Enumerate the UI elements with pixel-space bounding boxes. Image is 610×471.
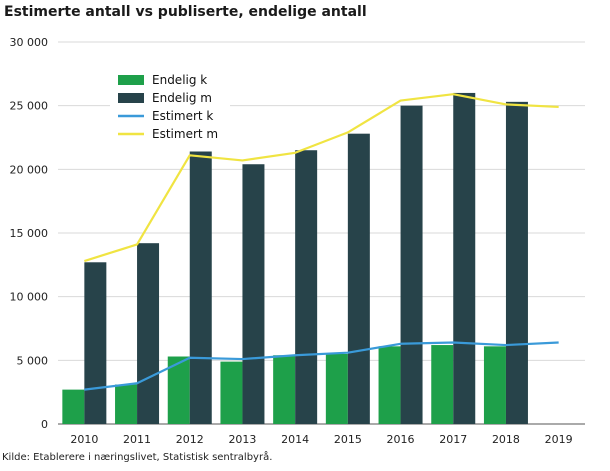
legend-label-endelig-m: Endelig m: [152, 91, 212, 105]
line-estimert-m: [84, 93, 559, 263]
legend: Endelig k Endelig m Estimert k Estimert m: [110, 70, 230, 141]
source-note: Kilde: Etablerere i næringslivet, Statis…: [2, 452, 273, 463]
x-tick-label: 2016: [387, 433, 415, 446]
bar-endelig-k: [483, 346, 506, 424]
y-tick-label: 0: [41, 418, 48, 431]
legend-label-endelig-k: Endelig k: [152, 73, 207, 87]
x-tick-label: 2018: [492, 433, 520, 446]
bar-endelig-m: [137, 243, 160, 424]
x-axis-ticks: 2010 2011 2012 2013 2014 2015 2016 2017 2018 2019: [70, 433, 572, 446]
x-tick-label: 2013: [228, 433, 256, 446]
bar-endelig-k: [167, 356, 190, 424]
bar-endelig-m: [295, 150, 318, 424]
bar-endelig-m: [400, 105, 423, 425]
x-tick-label: 2017: [439, 433, 467, 446]
y-tick-label: 20 000: [10, 163, 49, 176]
x-tick-label: 2014: [281, 433, 309, 446]
bar-endelig-k: [115, 384, 138, 424]
bar-endelig-m: [189, 151, 212, 425]
bar-endelig-k: [62, 389, 85, 424]
x-tick-label: 2019: [545, 433, 573, 446]
y-tick-label: 25 000: [10, 100, 49, 113]
y-tick-label: 30 000: [10, 36, 49, 49]
bar-endelig-k: [431, 345, 454, 424]
bar-endelig-m: [505, 101, 528, 424]
legend-swatch-endelig-k: [118, 75, 144, 85]
y-tick-label: 10 000: [10, 291, 49, 304]
y-axis-ticks: 0 5 000 10 000 15 000 20 000 25 000 30 000: [10, 36, 49, 431]
bar-endelig-m: [242, 164, 265, 425]
x-tick-label: 2010: [70, 433, 98, 446]
legend-label-estimert-m: Estimert m: [152, 127, 218, 141]
bar-endelig-m: [453, 92, 476, 424]
y-tick-label: 15 000: [10, 227, 49, 240]
bar-endelig-k: [325, 353, 348, 424]
bar-endelig-m: [347, 133, 370, 424]
legend-label-estimert-k: Estimert k: [152, 109, 213, 123]
x-tick-label: 2011: [123, 433, 151, 446]
y-tick-label: 5 000: [17, 354, 49, 367]
bar-endelig-k: [220, 361, 243, 424]
series-lines: [84, 93, 559, 391]
bars: [62, 92, 528, 425]
bar-endelig-k: [378, 346, 401, 424]
legend-swatch-endelig-m: [118, 93, 144, 103]
line-estimert-k: [84, 341, 559, 391]
bar-endelig-k: [273, 355, 296, 424]
chart-title: Estimerte antall vs publiserte, endelige…: [4, 4, 367, 20]
x-tick-label: 2015: [334, 433, 362, 446]
x-tick-label: 2012: [176, 433, 204, 446]
bar-endelig-m: [84, 262, 107, 424]
